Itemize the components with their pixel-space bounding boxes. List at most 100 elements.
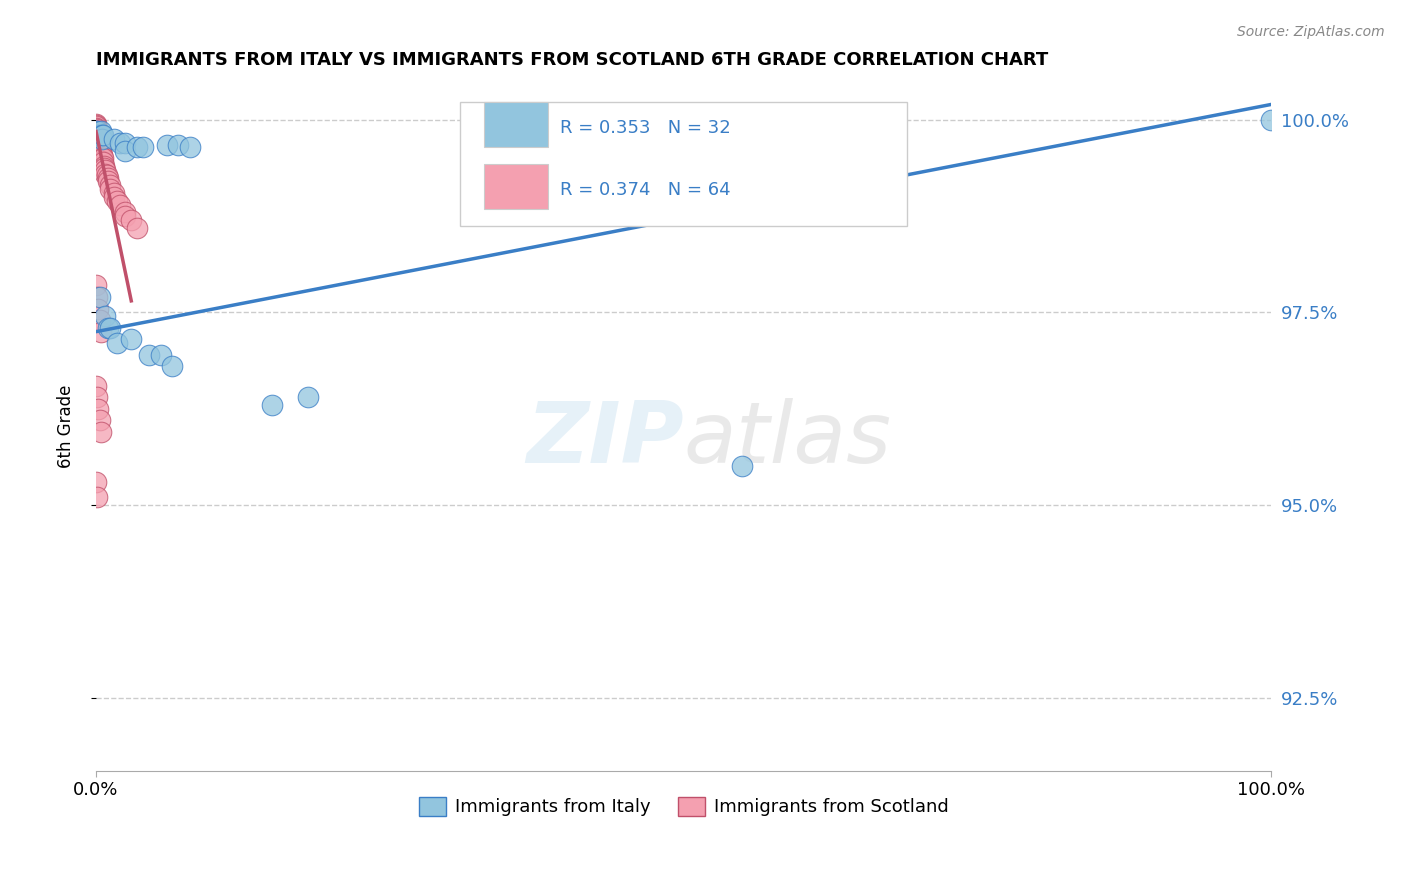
Point <box>127 140 149 154</box>
Point <box>86 128 108 143</box>
FancyBboxPatch shape <box>484 164 548 209</box>
Point <box>84 118 107 132</box>
Point <box>167 137 190 152</box>
Point <box>89 290 111 304</box>
Point <box>96 169 118 183</box>
FancyBboxPatch shape <box>484 102 548 147</box>
Point <box>86 129 108 144</box>
Point <box>84 122 107 136</box>
Point <box>89 413 111 427</box>
Point <box>94 162 117 177</box>
Point <box>86 132 108 146</box>
Point <box>89 128 111 143</box>
Point <box>87 137 110 152</box>
Point <box>114 144 136 158</box>
Point <box>90 147 112 161</box>
Point <box>162 359 184 374</box>
Point <box>84 278 107 293</box>
Point <box>103 186 125 200</box>
Point <box>90 425 112 439</box>
Point <box>94 310 117 324</box>
Point <box>86 390 108 404</box>
Point <box>89 136 111 150</box>
Point <box>120 213 142 227</box>
Point <box>98 178 121 193</box>
Point <box>97 174 120 188</box>
Point <box>138 348 160 362</box>
Point <box>86 136 108 150</box>
Point <box>93 159 115 173</box>
Point <box>86 124 108 138</box>
Point <box>179 140 201 154</box>
Point <box>84 117 107 131</box>
Point <box>84 119 107 133</box>
Point <box>84 475 107 489</box>
Point <box>114 136 136 150</box>
Point <box>103 190 125 204</box>
Point <box>94 167 117 181</box>
Point <box>87 401 110 416</box>
Point <box>86 124 108 138</box>
Text: atlas: atlas <box>683 399 891 482</box>
Point <box>84 128 107 143</box>
Point <box>262 398 284 412</box>
Text: ZIP: ZIP <box>526 399 683 482</box>
Text: R = 0.374   N = 64: R = 0.374 N = 64 <box>560 181 731 199</box>
Point <box>155 137 177 152</box>
Point <box>98 182 121 196</box>
Point <box>90 124 112 138</box>
Point <box>91 152 114 166</box>
Point <box>89 140 111 154</box>
Y-axis label: 6th Grade: 6th Grade <box>58 384 75 467</box>
Point <box>84 132 107 146</box>
Point <box>105 194 128 208</box>
Point <box>90 152 112 166</box>
Text: Source: ZipAtlas.com: Source: ZipAtlas.com <box>1237 25 1385 39</box>
Point <box>87 140 110 154</box>
Legend: Immigrants from Italy, Immigrants from Scotland: Immigrants from Italy, Immigrants from S… <box>412 790 956 823</box>
Point <box>84 129 107 144</box>
Point <box>89 313 111 327</box>
Point <box>297 390 319 404</box>
Point <box>91 128 114 143</box>
Point <box>731 459 754 474</box>
FancyBboxPatch shape <box>460 102 907 226</box>
Point <box>90 128 112 143</box>
Point <box>108 136 131 150</box>
Point <box>84 378 107 392</box>
Point <box>87 136 110 150</box>
Point <box>97 170 120 185</box>
Point <box>86 290 108 304</box>
Point <box>84 135 107 149</box>
Point <box>89 145 111 160</box>
Text: R = 0.353   N = 32: R = 0.353 N = 32 <box>560 120 731 137</box>
Point <box>90 153 112 168</box>
Point <box>1260 112 1282 127</box>
Point <box>86 137 108 152</box>
Point <box>90 325 112 339</box>
Point <box>86 128 108 143</box>
Point <box>108 197 131 211</box>
Point <box>86 140 108 154</box>
Point <box>103 132 125 146</box>
Point <box>91 155 114 169</box>
Point <box>90 149 112 163</box>
Point <box>120 332 142 346</box>
Point <box>86 490 108 504</box>
Point <box>84 120 107 135</box>
Point <box>97 321 120 335</box>
Point <box>87 142 110 156</box>
Point <box>132 140 155 154</box>
Point <box>89 142 111 156</box>
Point <box>87 301 110 316</box>
Point <box>90 128 112 143</box>
Point <box>114 209 136 223</box>
Point <box>114 205 136 219</box>
Point <box>84 124 107 138</box>
Point <box>90 145 112 160</box>
Point <box>98 321 121 335</box>
Point <box>90 144 112 158</box>
Point <box>105 336 128 351</box>
Point <box>84 127 107 141</box>
Point <box>90 132 112 146</box>
